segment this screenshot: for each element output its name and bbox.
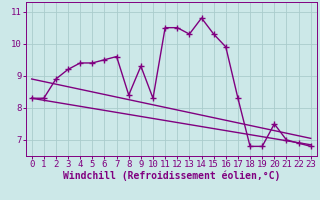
X-axis label: Windchill (Refroidissement éolien,°C): Windchill (Refroidissement éolien,°C) bbox=[62, 171, 280, 181]
